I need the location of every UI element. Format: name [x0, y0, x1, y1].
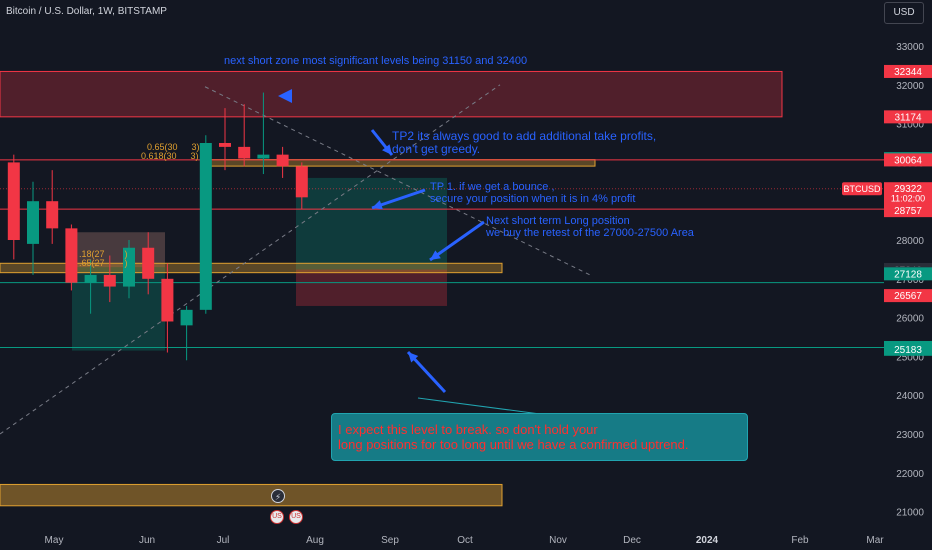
price-tick-label: 31000 — [896, 120, 924, 131]
price-label-text: 29322 — [894, 184, 922, 195]
candle-body — [295, 166, 308, 198]
price-label-tag — [884, 182, 932, 205]
price-tick-label: 21000 — [896, 508, 924, 519]
candle-body — [84, 274, 97, 283]
candle-body — [103, 274, 116, 287]
callout-pointer — [417, 397, 541, 415]
time-tick-label: Feb — [791, 535, 809, 546]
price-label-text: 25183 — [894, 345, 922, 356]
short-zone-note: next short zone most significant levels … — [224, 55, 528, 67]
price-tick-label: 26000 — [896, 314, 924, 325]
ticker-tag-label: BTCUSD — [843, 184, 881, 194]
time-tick-label: 2024 — [696, 535, 719, 546]
candle-body — [27, 201, 39, 244]
candle-body — [161, 278, 174, 322]
price-label-text: 32344 — [894, 67, 922, 78]
tp2-arrow-head — [382, 144, 392, 155]
us-flag-icon[interactable]: US — [270, 510, 284, 524]
long-position-note: Next short term Long position we buy the… — [486, 215, 694, 239]
candle-body — [123, 247, 135, 287]
candle-body — [199, 143, 212, 310]
long-position-stop-box — [296, 269, 447, 306]
time-tick-label: Mar — [866, 535, 884, 546]
price-tick-label: 25000 — [896, 352, 924, 363]
price-label-text: 26567 — [894, 291, 922, 302]
tp1-arrow-head — [372, 200, 383, 210]
candle-body — [65, 228, 78, 283]
price-tick-label: 33000 — [896, 42, 924, 53]
time-tick-label: Jun — [139, 535, 155, 546]
fib-label-left: .18(27) .65(27) — [79, 249, 128, 268]
symbol-title: Bitcoin / U.S. Dollar, 1W, BITSTAMP — [6, 6, 167, 17]
tp2-note: TP2 its always good to add additional ta… — [392, 129, 657, 156]
candle-body — [219, 143, 231, 147]
tp1-note: TP 1. if we get a bounce , secure your p… — [430, 181, 636, 205]
fib-label-top: 0.65(30 3) 0.618(30 3) — [141, 142, 200, 161]
candle-body — [142, 247, 155, 279]
price-label-text: 28757 — [894, 206, 922, 217]
time-tick-label: Nov — [549, 535, 567, 546]
countdown-label: 11:02:00 — [891, 194, 925, 204]
time-tick-label: Dec — [623, 535, 641, 546]
price-label-tag — [884, 267, 932, 281]
short-zone-box — [0, 70, 783, 118]
price-label-tag — [884, 153, 932, 167]
price-label-tag — [884, 204, 932, 218]
time-tick-label: Sep — [381, 535, 399, 546]
breakdown-warning-callout: I expect this level to break. so don't h… — [331, 413, 748, 461]
short-zone-arrow — [278, 89, 292, 103]
price-label-tag — [884, 342, 932, 356]
time-tick-label: Aug — [306, 535, 324, 546]
long-arrow — [429, 220, 485, 262]
us-flag-icon[interactable]: US — [289, 510, 303, 524]
price-tick-label: 24000 — [896, 391, 924, 402]
currency-button[interactable]: USD — [884, 2, 924, 24]
rising-trend-line — [0, 84, 501, 435]
candle-body — [276, 154, 289, 167]
candle-body — [180, 309, 193, 326]
ticker-tag — [842, 182, 882, 196]
fib-band-low — [0, 483, 503, 507]
fib-band-mid — [0, 262, 503, 274]
price-label-text: 27128 — [894, 269, 922, 280]
time-tick-label: Oct — [457, 535, 473, 546]
candle-body — [238, 146, 251, 159]
price-label-text: 31174 — [894, 112, 922, 123]
price-tick-label: 23000 — [896, 430, 924, 441]
price-label-tag — [884, 289, 932, 303]
time-axis-panel — [0, 530, 932, 550]
candle-body — [257, 154, 270, 159]
price-label-tag — [884, 110, 932, 124]
price-tick-label: 22000 — [896, 469, 924, 480]
time-tick-label: Jul — [217, 535, 230, 546]
price-tick-label: 32000 — [896, 81, 924, 92]
breakdown-arrow-head — [408, 352, 419, 363]
time-tick-label: May — [45, 535, 64, 546]
price-tick-label: 28000 — [896, 236, 924, 247]
price-label-tag — [884, 64, 932, 78]
candle-body — [46, 201, 59, 229]
price-label-text: 30064 — [894, 155, 922, 166]
long-arrow-head — [430, 250, 441, 260]
lightning-icon[interactable]: ⚡ — [271, 489, 285, 503]
candle-body — [7, 162, 20, 240]
